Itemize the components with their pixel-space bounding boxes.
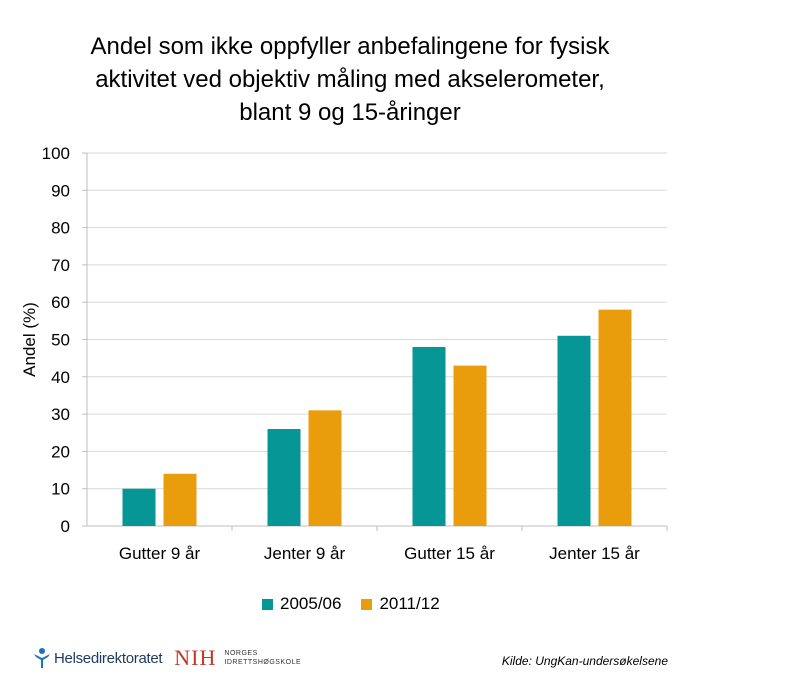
- y-tick-label-70: 70: [51, 256, 70, 275]
- legend-label-2005: 2005/06: [280, 594, 342, 613]
- nih-mark: NIH: [174, 645, 217, 670]
- x-tick-label-1: Jenter 9 år: [264, 544, 346, 563]
- nih-subtitle-line-2: IDRETTSHØGSKOLE: [224, 659, 302, 666]
- legend: 2005/06 2011/12: [262, 594, 460, 614]
- legend-item-2011: 2011/12: [361, 594, 440, 614]
- bar-2011-12-1: [308, 410, 342, 526]
- bar-2005-06-0: [122, 488, 156, 526]
- nih-subtitle-line-1: NORGES: [224, 650, 258, 657]
- nih-subtitle: NORGES IDRETTSHØGSKOLE: [224, 649, 301, 667]
- y-tick-label-100: 100: [42, 144, 70, 163]
- chart-title-line-3: blant 9 og 15-åringer: [239, 99, 461, 126]
- bar-2005-06-2: [412, 346, 446, 526]
- x-tick-label-0: Gutter 9 år: [119, 544, 201, 563]
- y-axis-label: Andel (%): [20, 302, 39, 377]
- y-tick-label-50: 50: [51, 331, 70, 350]
- helsedirektoratet-logo: Helsedirektoratet: [30, 646, 163, 670]
- y-tick-label-60: 60: [51, 293, 70, 312]
- bar-2011-12-3: [598, 309, 632, 526]
- x-tick-label-3: Jenter 15 år: [549, 544, 640, 563]
- y-tick-label-10: 10: [51, 480, 70, 499]
- bar-2011-12-0: [163, 473, 197, 526]
- bar-2005-06-1: [267, 429, 301, 526]
- y-tick-label-90: 90: [51, 181, 70, 200]
- y-tick-label-20: 20: [51, 442, 70, 461]
- chart-title-line-2: aktivitet ved objektiv måling med aksele…: [95, 66, 605, 93]
- legend-swatch-2005: [262, 598, 273, 610]
- bar-2011-12-2: [453, 365, 487, 526]
- y-tick-label-80: 80: [51, 219, 70, 238]
- legend-item-2005: 2005/06: [262, 594, 341, 614]
- x-tick-label-2: Gutter 15 år: [404, 544, 495, 563]
- nih-logo: NIH NORGES IDRETTSHØGSKOLE: [174, 645, 301, 671]
- y-tick-label-0: 0: [61, 517, 70, 536]
- bar-2005-06-3: [557, 335, 591, 526]
- chart-title: Andel som ikke oppfyller anbefalingene f…: [40, 30, 660, 129]
- chart-title-line-1: Andel som ikke oppfyller anbefalingene f…: [90, 33, 610, 60]
- legend-swatch-2011: [361, 598, 373, 610]
- bar-chart: 0 10 20 30 40 50 60 70 80 90 100 Andel (%) Gutter 9 …: [20, 144, 668, 563]
- helsedirektoratet-icon: [34, 648, 50, 668]
- footer-logos: Helsedirektoratet NIH NORGES IDRETTSHØGS…: [30, 645, 301, 671]
- y-tick-label-30: 30: [51, 405, 70, 424]
- legend-label-2011: 2011/12: [379, 594, 440, 613]
- helsedirektoratet-text: Helsedirektoratet: [54, 649, 163, 667]
- source-note: Kilde: UngKan-undersøkelsene: [501, 654, 668, 668]
- y-tick-label-40: 40: [51, 368, 70, 387]
